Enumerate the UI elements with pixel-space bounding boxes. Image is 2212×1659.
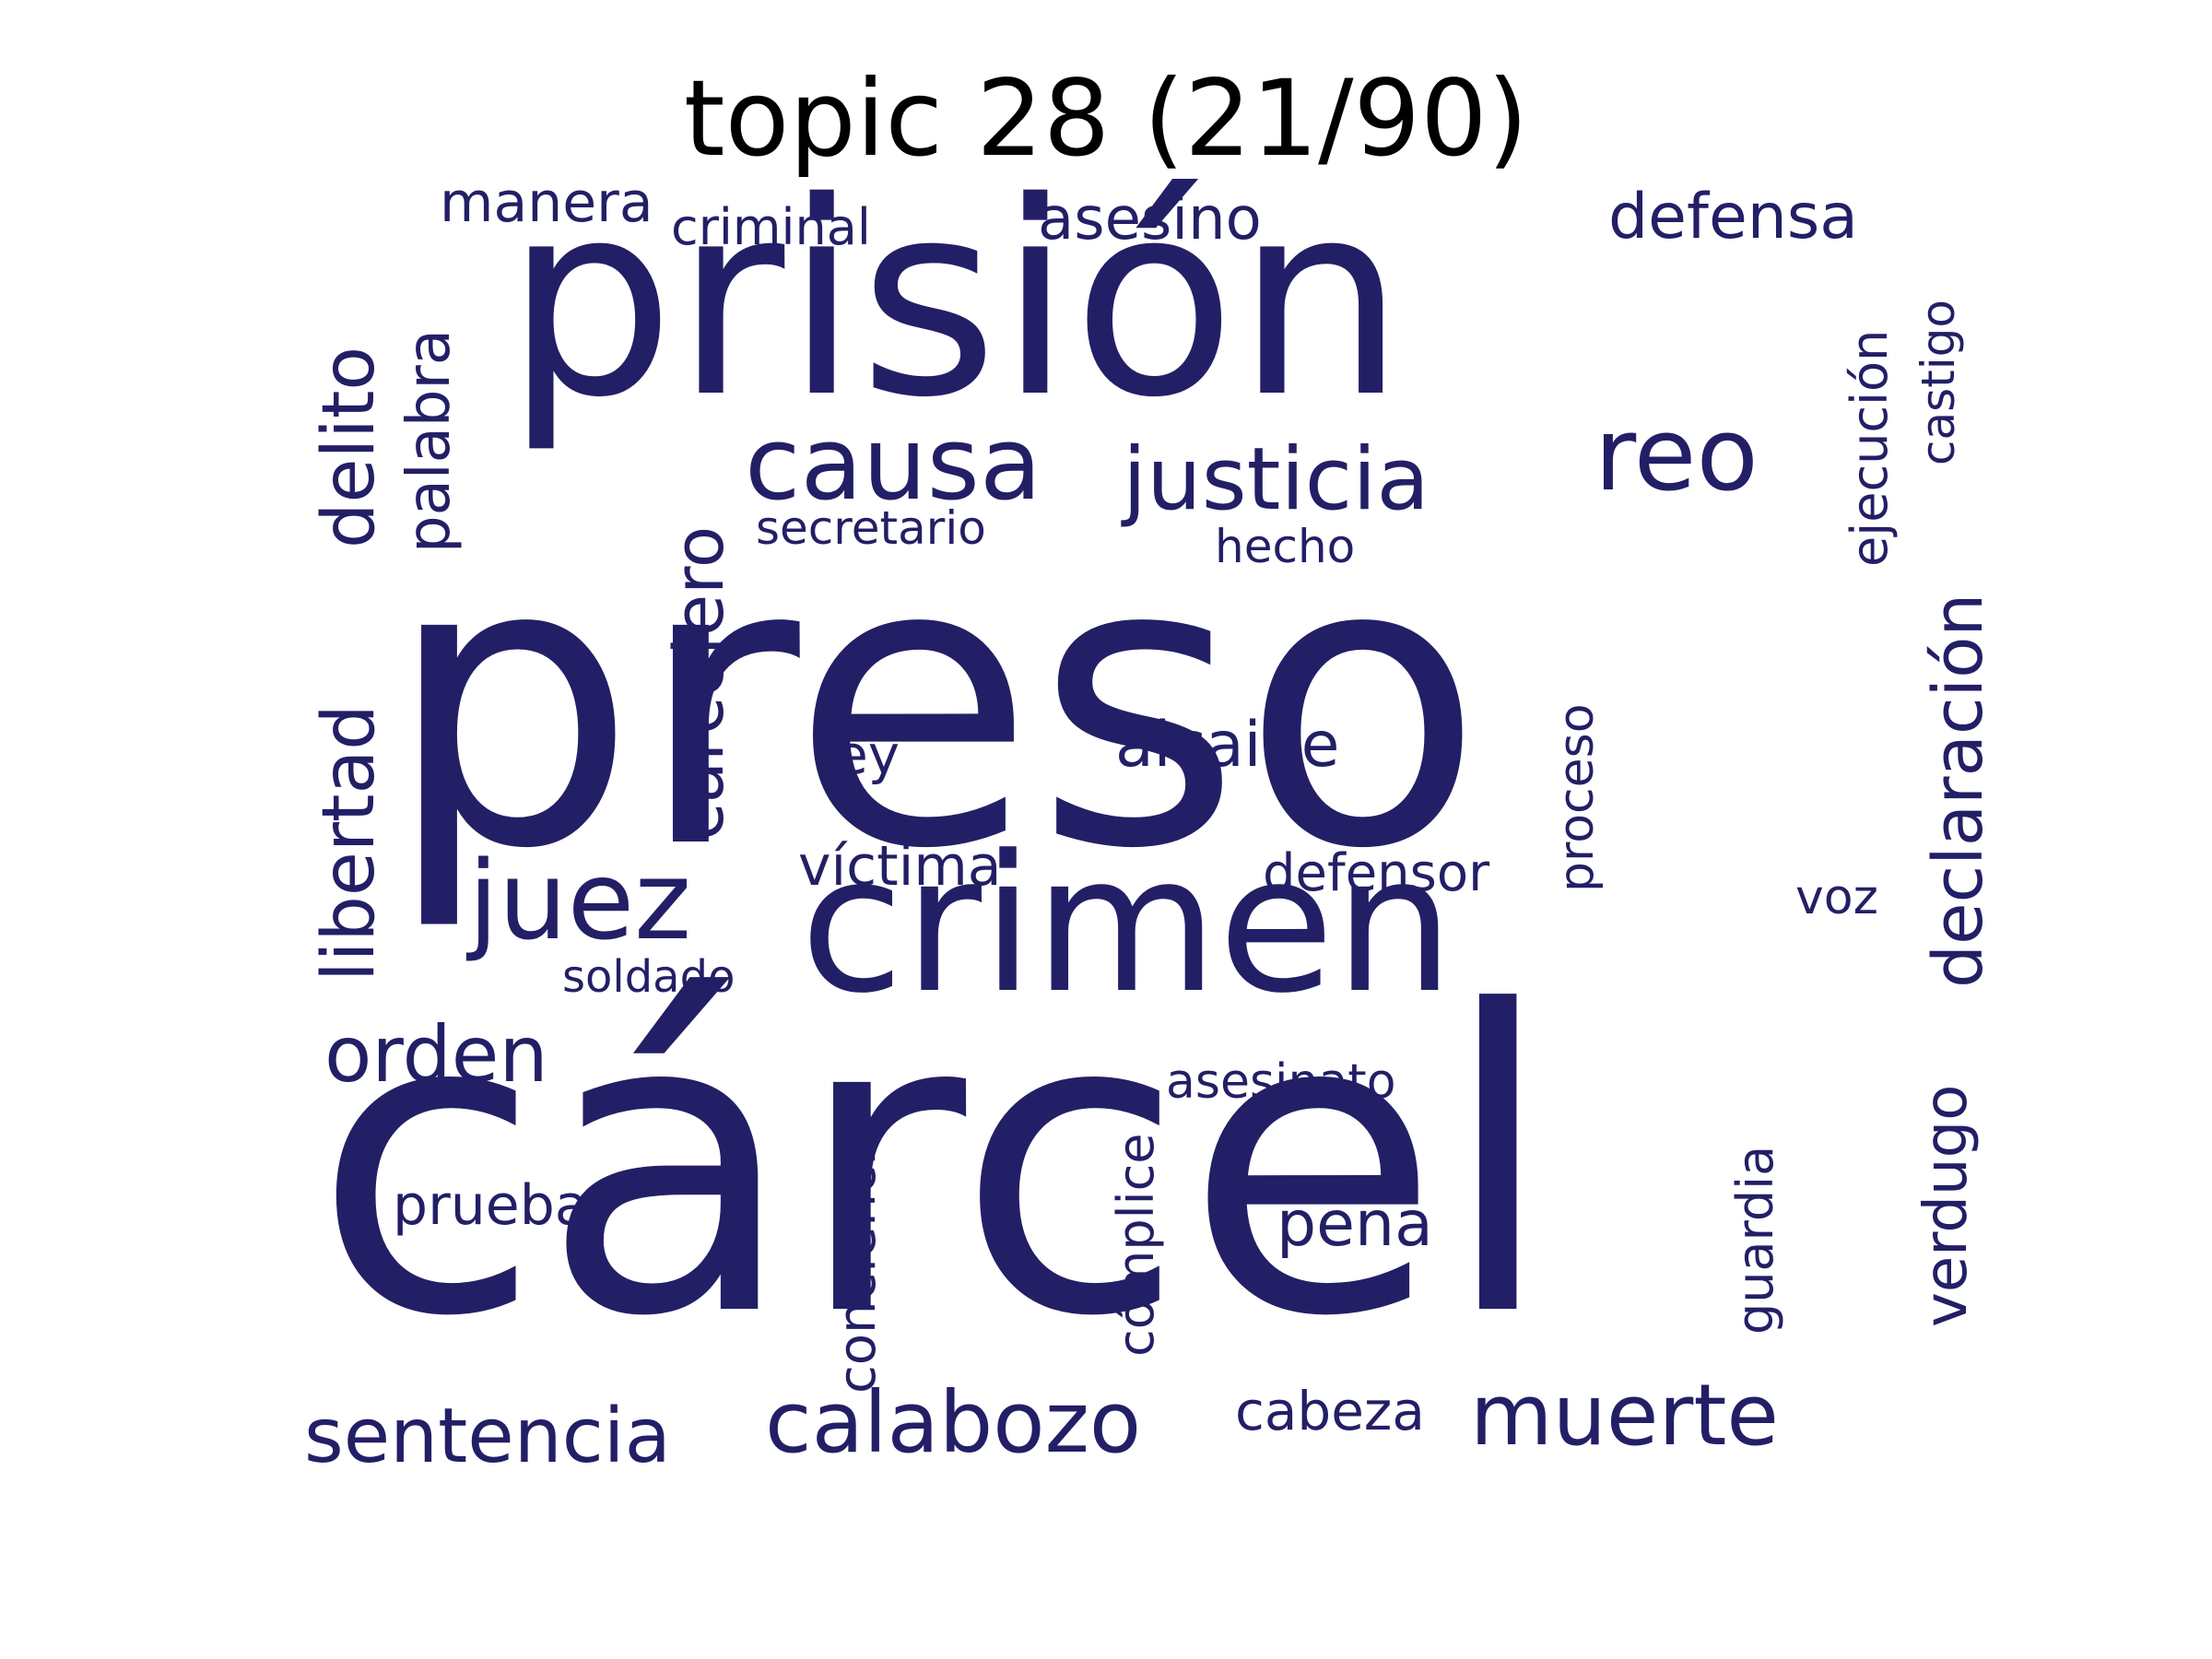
word-crimen: crimen <box>800 816 1454 1035</box>
word-calabozo: calabozo <box>765 1373 1142 1472</box>
word-declaracion: declaración <box>1919 593 1998 988</box>
word-voz: voz <box>1795 870 1878 925</box>
word-victima: víctima <box>798 834 1002 899</box>
word-defensor: defensor <box>1263 843 1490 903</box>
word-guardia: guardia <box>1726 1145 1784 1335</box>
word-carcelero: carcelero <box>660 525 739 841</box>
word-complice: cómplice <box>1107 1133 1165 1357</box>
word-prision: prisión <box>505 146 1406 456</box>
word-delito: delito <box>308 346 391 548</box>
word-alcaide: alcaide <box>1115 709 1340 782</box>
word-causa: causa <box>745 405 1042 523</box>
word-verdugo: verdugo <box>1912 1084 1981 1327</box>
word-defensa: defensa <box>1608 181 1858 253</box>
word-asesino: asesino <box>1038 185 1262 253</box>
word-conciencia: conciencia <box>828 1119 888 1394</box>
word-reo: reo <box>1594 395 1759 513</box>
word-secretario: secretario <box>756 501 986 555</box>
word-juez: juez <box>468 837 692 964</box>
word-pena: pena <box>1277 1188 1433 1261</box>
word-muerte: muerte <box>1470 1366 1780 1465</box>
word-criminal: criminal <box>671 198 871 256</box>
word-castigo: castigo <box>1912 299 1965 465</box>
figure-title: topic 28 (21/90) <box>683 57 1529 180</box>
word-palabra: palabra <box>395 329 464 553</box>
word-libertad: libertad <box>308 704 391 982</box>
word-manera: manera <box>440 171 653 235</box>
word-cabeza: cabeza <box>1235 1380 1425 1442</box>
word-asesinato: asesinato <box>1166 1054 1396 1110</box>
word-soldado: soldado <box>562 951 735 1003</box>
word-proceso: proceso <box>1549 703 1605 892</box>
word-ley: ley <box>820 724 900 786</box>
word-ejecucion: ejecución <box>1841 329 1899 567</box>
word-justicia: justicia <box>1123 429 1430 530</box>
word-sentencia: sentencia <box>304 1393 671 1480</box>
word-hecho: hecho <box>1215 520 1356 573</box>
word-prueba: prueba <box>393 1173 589 1238</box>
word-carcel: cárcel <box>313 924 1556 1407</box>
word-orden: orden <box>324 1009 548 1100</box>
word-preso: preso <box>385 475 1484 935</box>
